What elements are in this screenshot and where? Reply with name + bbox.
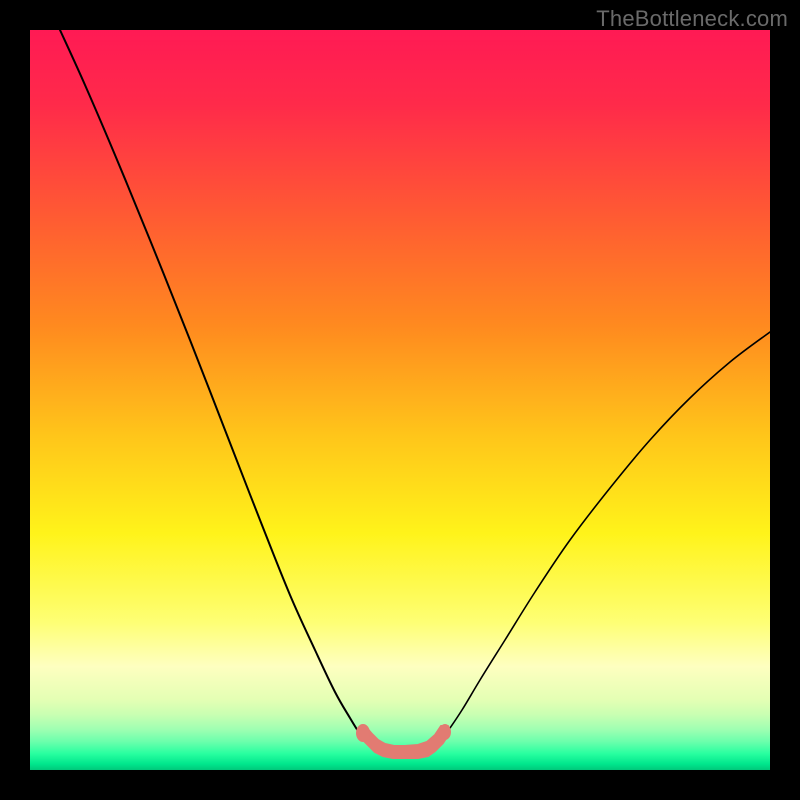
watermark-label: TheBottleneck.com <box>596 6 788 32</box>
bottleneck-chart: TheBottleneck.com <box>0 0 800 800</box>
chart-canvas <box>0 0 800 800</box>
